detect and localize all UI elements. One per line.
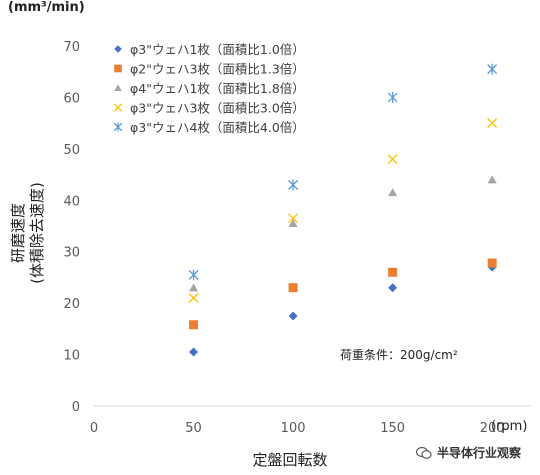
wechat-icon [415, 446, 432, 460]
y-tick-label: 60 [63, 91, 80, 106]
x-tick-label: 100 [281, 421, 306, 436]
data-point [487, 118, 498, 129]
y-tick-label: 20 [63, 297, 80, 312]
y-tick-label: 70 [63, 40, 80, 55]
data-point [388, 188, 398, 197]
watermark-text: 半导体行业观察 [437, 446, 522, 460]
y-axis-label-line1: 研磨速度 [9, 203, 27, 264]
data-point [288, 283, 298, 293]
legend-label: φ2"ウェハ3枚（面積比1.3倍） [130, 62, 305, 77]
y-tick-label: 0 [72, 400, 80, 415]
legend-marker [114, 64, 122, 73]
legend-marker [113, 122, 123, 132]
x-tick-label: 0 [90, 421, 98, 436]
data-point [388, 283, 398, 293]
data-point [387, 154, 398, 165]
y-tick-label: 10 [63, 349, 80, 364]
y-tick-label: 30 [63, 246, 80, 261]
y-axis-unit: (mm³/min) [8, 0, 85, 15]
data-point [188, 293, 199, 303]
x-tick-label: 200 [480, 421, 505, 436]
data-point [189, 347, 199, 357]
y-axis-label-line2: (体積除去速度) [28, 182, 46, 284]
data-point [387, 92, 398, 103]
legend-marker [114, 84, 122, 92]
y-tick-label: 40 [63, 194, 80, 209]
data-point [487, 258, 497, 268]
data-point [189, 320, 199, 330]
data-point [288, 179, 299, 191]
x-axis-label: 定盤回転数 [252, 451, 328, 469]
load-condition-annotation: 荷重条件：200g/cm² [340, 348, 458, 362]
y-tick-label: 50 [63, 143, 80, 158]
legend-label: φ3"ウェハ4枚（面積比4.0倍） [130, 120, 305, 135]
data-point [388, 267, 398, 277]
data-point [288, 311, 298, 321]
legend-label: φ3"ウェハ3枚（面積比3.0倍） [130, 101, 305, 116]
legend-label: φ3"ウェハ1枚（面積比1.0倍） [130, 42, 305, 57]
data-point [487, 63, 498, 75]
legend-marker [113, 103, 123, 112]
data-point [288, 213, 299, 224]
data-point [188, 269, 199, 281]
legend-label: φ4"ウェハ1枚（面積比1.8倍） [130, 81, 305, 96]
data-point [288, 218, 298, 228]
x-tick-label: 150 [380, 421, 405, 436]
legend-marker [114, 45, 122, 53]
watermark: 半导体行业观察 [415, 444, 522, 461]
x-axis-unit: (rpm) [491, 419, 528, 434]
y-axis-label: 研磨速度 (体積除去速度) [9, 143, 47, 323]
x-tick-label: 50 [185, 421, 202, 436]
data-point [487, 175, 497, 184]
data-point [189, 283, 199, 292]
